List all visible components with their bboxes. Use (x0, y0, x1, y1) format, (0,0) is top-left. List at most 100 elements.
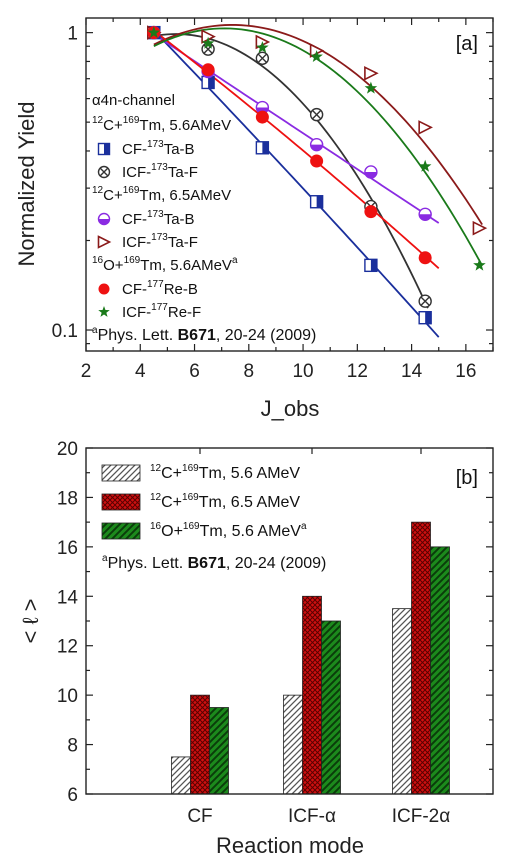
series-3-point (418, 120, 433, 135)
bar-0-0 (171, 756, 191, 795)
panel-a-reference-journal: Phys. Lett. (98, 327, 178, 344)
panel-a-frame (85, 17, 494, 352)
legend-marker (98, 305, 110, 317)
label-element-2: Tm, 5.6 AMeV (200, 523, 302, 540)
series-5-point (418, 159, 432, 172)
series-2-point (309, 137, 324, 152)
series-5-point (473, 258, 486, 271)
bar-1-2 (411, 521, 431, 795)
entry-mass: 173 (147, 139, 164, 150)
series-4-point (201, 63, 215, 77)
y-tick-label: 10 (57, 686, 78, 707)
legend-entry-0: 12C+169Tm, 5.6 AMeV (150, 463, 300, 482)
panel-a-xlabel: J_obs (261, 396, 320, 421)
legend-entry-label: CF-173Ta-B (122, 209, 195, 228)
y-tick-label: 16 (57, 538, 78, 559)
panel-a-label: [a] (456, 33, 478, 55)
bar-1-0 (190, 694, 210, 795)
legend-entry-2: 16O+169Tm, 5.6 AMeVa (150, 521, 307, 540)
label-mass-2: 169 (123, 185, 140, 196)
panel-a-reference-sup: a (92, 325, 98, 336)
panel-a-ylabel: Normalized Yield (14, 101, 39, 266)
bar-2-2 (430, 546, 450, 795)
label-mass-1: 12 (92, 185, 104, 196)
y-tick-label: 18 (57, 488, 78, 509)
entry-suffix: Ta-F (168, 234, 198, 251)
label-footnote: a (301, 521, 307, 532)
label-mass-2: 169 (123, 115, 140, 126)
label-mass-1: 12 (150, 463, 162, 474)
panel-b-xlabel: Reaction mode (216, 833, 364, 858)
legend-marker (98, 283, 110, 295)
legend-entry-1: 12C+169Tm, 6.5 AMeV (150, 492, 300, 511)
panel-b-label: [b] (456, 467, 478, 489)
entry-prefix: CF- (122, 211, 147, 228)
legend-marker (97, 212, 111, 226)
panel-a-markers (147, 25, 488, 325)
label-mass-1: 16 (150, 521, 162, 532)
series-2-point (418, 207, 432, 221)
panel-b-reference-sup: a (102, 553, 108, 564)
series-3-point (472, 220, 488, 236)
label-element-2: Tm, 6.5 AMeV (199, 494, 301, 511)
legend-group-header: 12C+169Tm, 6.5AMeV (92, 185, 231, 204)
panel-a-reference-pages: , 20-24 (2009) (216, 327, 317, 344)
series-4-point (310, 154, 324, 168)
series-5-point (256, 41, 269, 54)
series-5-point (147, 26, 161, 38)
series-4-point (364, 205, 378, 219)
label-mass-2: 169 (183, 521, 200, 532)
label-element-1: C+ (103, 117, 123, 134)
fit-line-0 (153, 29, 440, 338)
legend-entry-label: ICF-177Re-F (122, 302, 201, 321)
legend-swatch-0 (101, 464, 141, 482)
y-tick-label: 12 (57, 637, 78, 658)
entry-mass: 177 (151, 302, 168, 313)
label-element-2: Tm, 5.6AMeV (140, 257, 232, 274)
legend-entry-label: ICF-173Ta-F (122, 162, 198, 181)
entry-prefix: CF- (122, 141, 147, 158)
label-mass-1: 16 (92, 255, 104, 266)
bar-2-0 (209, 707, 229, 795)
fit-line-2 (153, 33, 440, 224)
label-mass-2: 169 (182, 492, 199, 503)
series-3-point (364, 65, 379, 81)
label-element-2: Tm, 6.5AMeV (139, 187, 231, 204)
panel-a-reference: aPhys. Lett. B671, 20-24 (2009) (92, 325, 316, 344)
series-0-point (418, 311, 432, 325)
legend-group-header: 12C+169Tm, 5.6AMeV (92, 115, 231, 134)
entry-suffix: Ta-B (164, 211, 195, 228)
series-1-point (418, 294, 432, 308)
legend-entry-label: CF-177Re-B (122, 279, 198, 298)
entry-mass: 177 (147, 279, 164, 290)
legend-marker (97, 142, 111, 156)
series-5-point (201, 36, 215, 49)
legend-swatch-2 (101, 522, 141, 540)
y-tick-label: 6 (67, 785, 78, 806)
legend-group-header: 16O+169Tm, 5.6AMeVa (92, 255, 238, 274)
legend-swatch-1 (101, 493, 141, 511)
y-tick-label: 20 (57, 439, 78, 460)
panel-b: 6 8 10 12 14 16 18 20 CF ICF-α ICF-2α [b] Reaction… (18, 439, 494, 858)
entry-prefix: ICF- (122, 164, 151, 181)
bar-1-1 (302, 595, 322, 795)
label-mass-1: 12 (150, 492, 162, 503)
x-tick-label: 12 (347, 361, 368, 382)
y-tick-label: 1 (67, 24, 78, 45)
legend-entry-label: ICF-173Ta-F (122, 232, 198, 251)
legend-channel: α4n-channel (92, 92, 175, 109)
panel-b-reference-volume: B671 (188, 555, 226, 572)
panel-a-fit-lines (153, 24, 483, 338)
entry-prefix: CF- (122, 281, 147, 298)
entry-suffix: Re-B (164, 281, 198, 298)
entry-mass: 173 (151, 162, 168, 173)
label-element-2: Tm, 5.6 AMeV (199, 465, 301, 482)
entry-suffix: Re-F (168, 304, 201, 321)
panel-b-frame (85, 447, 494, 795)
x-tick-label: CF (187, 806, 212, 827)
series-4-point (255, 110, 269, 124)
panel-b-reference-pages: , 20-24 (2009) (226, 555, 327, 572)
entry-prefix: ICF- (122, 304, 151, 321)
fit-line-4 (153, 29, 440, 269)
